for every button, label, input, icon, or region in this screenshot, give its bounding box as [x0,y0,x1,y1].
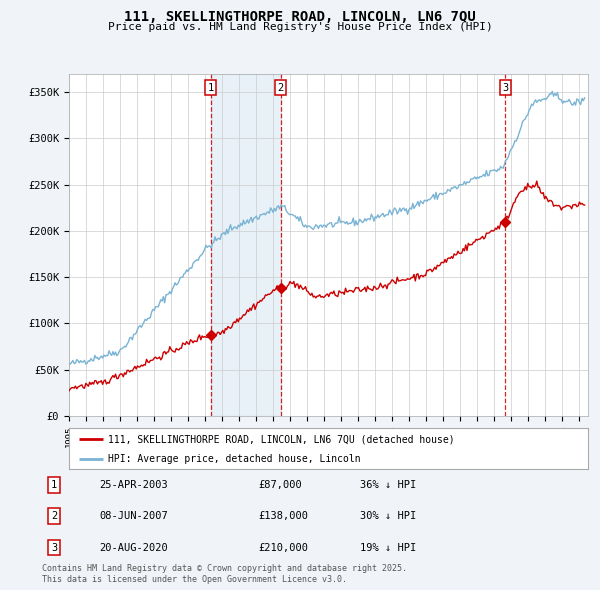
Text: HPI: Average price, detached house, Lincoln: HPI: Average price, detached house, Linc… [108,454,361,464]
Text: 3: 3 [51,543,57,552]
Text: 19% ↓ HPI: 19% ↓ HPI [360,543,416,552]
Text: 111, SKELLINGTHORPE ROAD, LINCOLN, LN6 7QU: 111, SKELLINGTHORPE ROAD, LINCOLN, LN6 7… [124,10,476,24]
Text: £210,000: £210,000 [258,543,308,552]
Text: £87,000: £87,000 [258,480,302,490]
Text: 2: 2 [51,512,57,521]
Bar [211,74,281,416]
Text: This data is licensed under the Open Government Licence v3.0.: This data is licensed under the Open Gov… [42,575,347,584]
Text: 20-AUG-2020: 20-AUG-2020 [99,543,168,552]
Text: 3: 3 [502,83,508,93]
Text: 30% ↓ HPI: 30% ↓ HPI [360,512,416,521]
Text: 2: 2 [278,83,284,93]
Text: Price paid vs. HM Land Registry's House Price Index (HPI): Price paid vs. HM Land Registry's House … [107,22,493,32]
Text: 08-JUN-2007: 08-JUN-2007 [99,512,168,521]
Text: 111, SKELLINGTHORPE ROAD, LINCOLN, LN6 7QU (detached house): 111, SKELLINGTHORPE ROAD, LINCOLN, LN6 7… [108,434,455,444]
Text: 1: 1 [208,83,214,93]
Text: 36% ↓ HPI: 36% ↓ HPI [360,480,416,490]
Text: 25-APR-2003: 25-APR-2003 [99,480,168,490]
Text: 1: 1 [51,480,57,490]
Text: Contains HM Land Registry data © Crown copyright and database right 2025.: Contains HM Land Registry data © Crown c… [42,565,407,573]
Text: £138,000: £138,000 [258,512,308,521]
